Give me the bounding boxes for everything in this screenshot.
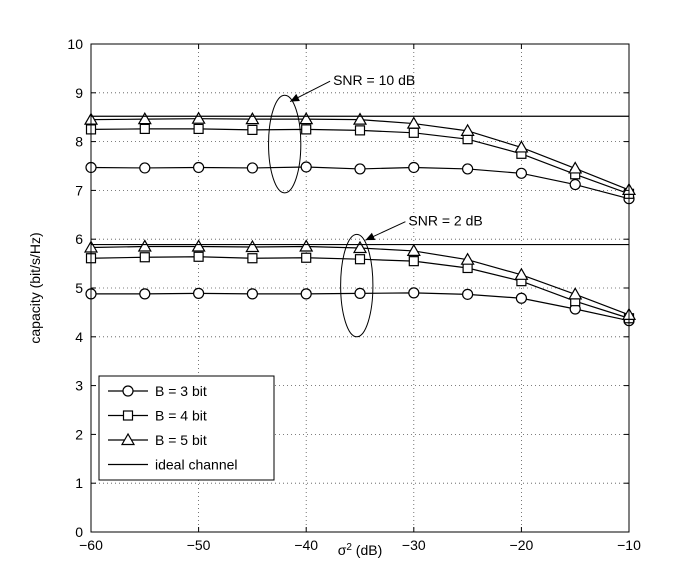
circle-marker xyxy=(354,287,366,299)
annotation-1: SNR = 2 dB xyxy=(340,213,483,338)
square-marker xyxy=(139,252,150,263)
square-marker xyxy=(247,253,258,264)
circle-marker xyxy=(246,288,258,300)
circle-marker xyxy=(193,287,205,299)
square-marker xyxy=(354,125,366,136)
x-axis-label: σ2 (dB) xyxy=(338,542,383,559)
circle-marker xyxy=(569,178,581,191)
annotation-arrowhead xyxy=(290,93,300,102)
circle-marker xyxy=(462,163,474,175)
square-marker xyxy=(247,124,258,135)
y-tick-label: 4 xyxy=(75,329,83,345)
annotation-layer: SNR = 10 dB SNR = 2 dB xyxy=(268,72,483,338)
triangle-marker xyxy=(406,116,421,129)
square-marker xyxy=(122,410,134,421)
triangle-marker xyxy=(191,111,206,124)
legend-entry: B = 4 bit xyxy=(108,408,207,424)
y-tick-label: 5 xyxy=(75,280,83,296)
triangle-marker xyxy=(299,111,314,125)
circle-marker xyxy=(122,385,134,397)
square-marker xyxy=(193,123,204,135)
square-marker xyxy=(462,262,473,274)
circle-marker xyxy=(408,161,420,174)
square-marker xyxy=(408,127,419,138)
triangle-marker xyxy=(568,287,583,300)
y-tick-label: 1 xyxy=(75,475,83,491)
x-tick-label: −50 xyxy=(187,537,211,553)
legend-label: ideal channel xyxy=(155,457,238,473)
legend-label: B = 3 bit xyxy=(155,383,207,399)
y-tick-label: 0 xyxy=(75,524,83,540)
y-tick-label: 3 xyxy=(75,378,83,394)
y-axis-label: capacity (bit/s/Hz) xyxy=(27,232,43,343)
circle-marker xyxy=(139,162,151,174)
circle-marker xyxy=(300,161,312,173)
square-marker xyxy=(354,254,366,265)
series-6 xyxy=(83,239,637,320)
x-tick-label: −20 xyxy=(510,537,534,553)
circle-marker xyxy=(354,163,366,175)
square-marker xyxy=(193,251,204,262)
x-tick-label: −30 xyxy=(402,537,426,553)
triangle-marker xyxy=(406,243,421,257)
x-tick-label: −60 xyxy=(79,537,103,553)
square-marker xyxy=(408,256,419,267)
square-marker xyxy=(462,134,473,145)
annotation-ellipse xyxy=(340,233,374,338)
triangle-marker xyxy=(568,161,583,174)
y-tick-label: 2 xyxy=(75,426,83,442)
axis-ticks: −60 −50 −40 −30 −20 −10 0 1 2 3 4 5 6 7 8 9 10 xyxy=(67,36,641,553)
triangle-marker xyxy=(514,140,529,153)
triangle-marker xyxy=(245,111,260,125)
circle-marker xyxy=(515,167,528,179)
y-tick-label: 10 xyxy=(67,36,83,52)
y-tick-label: 8 xyxy=(75,134,83,150)
annotation-arrowhead xyxy=(365,232,376,241)
legend: B = 3 bit B = 4 bit B = 5 bit ideal channel xyxy=(98,375,275,481)
triangle-marker xyxy=(460,252,475,265)
square-marker xyxy=(301,124,312,135)
series-layer xyxy=(83,111,637,327)
annotation-ellipse xyxy=(268,94,302,194)
circle-marker xyxy=(139,288,151,300)
circle-marker xyxy=(300,288,312,300)
legend-label: B = 4 bit xyxy=(155,408,207,424)
triangle-marker xyxy=(514,267,529,280)
circle-marker xyxy=(462,288,474,300)
annotation-label: SNR = 2 dB xyxy=(408,213,482,229)
x-tick-label: −10 xyxy=(617,537,641,553)
y-tick-label: 9 xyxy=(75,85,83,101)
series-2 xyxy=(83,111,637,196)
y-tick-label: 6 xyxy=(75,231,83,247)
x-tick-label: −40 xyxy=(294,537,318,553)
triangle-marker xyxy=(460,123,475,136)
legend-entry: B = 3 bit xyxy=(108,383,207,399)
triangle-marker xyxy=(352,240,368,254)
legend-entry: ideal channel xyxy=(108,457,238,473)
circle-marker xyxy=(408,287,420,299)
triangle-marker xyxy=(191,239,206,252)
triangle-marker xyxy=(137,111,152,125)
annotation-label: SNR = 10 dB xyxy=(333,72,415,88)
triangle-marker xyxy=(120,432,136,446)
triangle-marker xyxy=(137,239,152,252)
series-1 xyxy=(85,123,635,199)
triangle-marker xyxy=(299,239,314,252)
legend-label: B = 5 bit xyxy=(155,432,207,448)
circle-marker xyxy=(515,292,528,304)
square-marker xyxy=(301,252,312,263)
triangle-marker xyxy=(245,239,260,253)
triangle-marker xyxy=(352,112,368,125)
square-marker xyxy=(139,123,150,135)
annotation-0: SNR = 10 dB xyxy=(268,72,415,194)
circle-marker xyxy=(246,162,258,174)
circle-marker xyxy=(193,161,205,174)
legend-entry: B = 5 bit xyxy=(108,432,207,448)
y-tick-label: 7 xyxy=(75,182,83,198)
